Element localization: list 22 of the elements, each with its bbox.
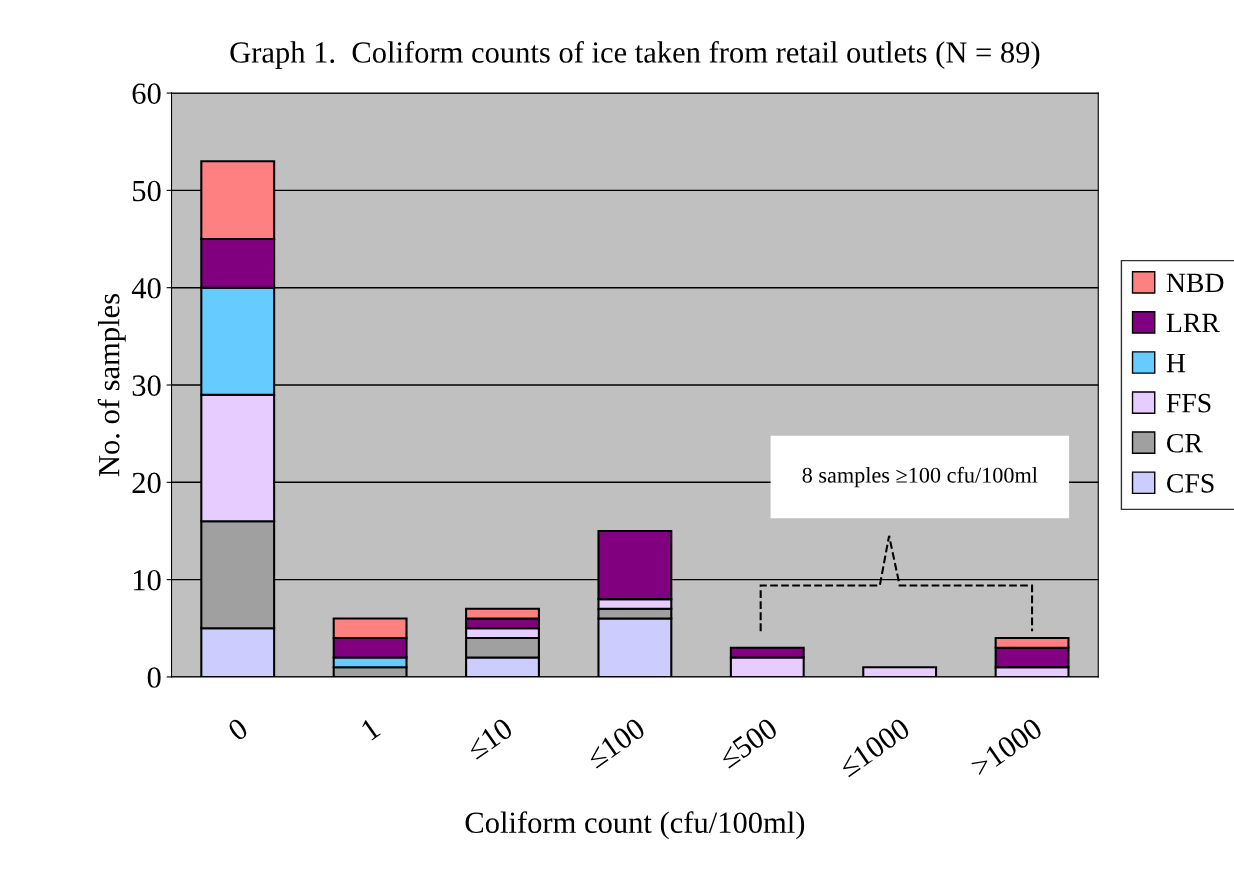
y-tick-label: 0 (147, 667, 161, 688)
y-tick-label: 40 (131, 277, 161, 299)
chart-title: Graph 1. Coliform counts of ice taken from retail outlets (N = 89) (230, 41, 1040, 70)
y-tick-label: 30 (132, 375, 161, 396)
legend-label: CR (1167, 433, 1203, 453)
y-tick-label: 20 (132, 472, 161, 494)
legend-label: CFS (1167, 474, 1214, 493)
x-tick-label: ≤10 (465, 717, 514, 760)
x-tick-label: ≤100 (585, 717, 647, 769)
x-tick-label: 0 (226, 717, 250, 742)
legend-label: NBD (1166, 273, 1224, 293)
x-axis-title: Coliform count (cfu/100ml) (465, 811, 805, 840)
legend-label: H (1166, 353, 1186, 373)
x-tick-label: 1 (360, 717, 381, 741)
legend-label: FFS (1166, 393, 1211, 413)
legend-label: LRR (1166, 313, 1220, 333)
y-tick-label: 50 (133, 180, 161, 202)
x-tick-label: ≤500 (717, 717, 779, 769)
y-tick-label: 10 (133, 569, 161, 591)
annotation: 8 samples ≥100 cfu/100ml (802, 466, 1038, 488)
y-axis-title: No. of samples (97, 294, 126, 477)
y-tick-label: 60 (132, 83, 161, 104)
